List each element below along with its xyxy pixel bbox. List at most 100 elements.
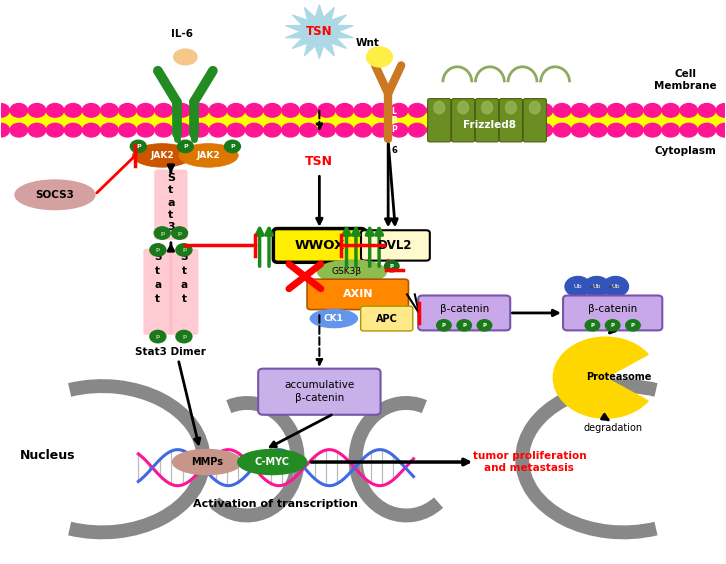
Circle shape (477, 320, 492, 331)
Ellipse shape (238, 450, 306, 474)
Circle shape (209, 124, 227, 137)
Text: S: S (167, 173, 175, 183)
Circle shape (385, 261, 399, 272)
FancyBboxPatch shape (154, 169, 187, 240)
Text: t: t (182, 294, 187, 304)
Circle shape (227, 104, 245, 117)
Circle shape (318, 124, 335, 137)
Circle shape (173, 104, 190, 117)
Circle shape (176, 331, 192, 343)
Text: DVL2: DVL2 (378, 239, 412, 252)
FancyBboxPatch shape (476, 99, 499, 142)
Text: p: p (156, 248, 160, 253)
Text: C-MYC: C-MYC (255, 457, 290, 467)
Text: P: P (442, 323, 446, 328)
Circle shape (391, 124, 408, 137)
FancyBboxPatch shape (418, 296, 510, 331)
Circle shape (605, 320, 620, 331)
Circle shape (716, 124, 726, 137)
Text: t: t (155, 266, 160, 276)
Text: t: t (168, 186, 174, 195)
Circle shape (644, 124, 661, 137)
Circle shape (245, 124, 263, 137)
FancyBboxPatch shape (361, 306, 413, 331)
FancyBboxPatch shape (523, 99, 547, 142)
Text: β-catenin: β-catenin (439, 304, 489, 314)
Bar (1, 113, 725, 127)
Circle shape (590, 104, 607, 117)
Circle shape (46, 104, 64, 117)
Ellipse shape (457, 102, 468, 114)
Circle shape (444, 124, 462, 137)
Circle shape (10, 104, 28, 117)
Text: degradation: degradation (583, 423, 643, 433)
Circle shape (150, 244, 166, 256)
Text: P: P (390, 264, 393, 269)
Text: P: P (611, 323, 615, 328)
Text: TSN: TSN (306, 155, 333, 168)
Circle shape (150, 331, 166, 343)
Circle shape (535, 104, 552, 117)
Circle shape (136, 124, 155, 137)
Circle shape (437, 320, 451, 331)
Text: a: a (167, 197, 175, 208)
Text: p: p (156, 334, 160, 339)
Circle shape (131, 140, 146, 153)
Circle shape (209, 104, 227, 117)
Circle shape (0, 124, 9, 137)
Circle shape (644, 104, 661, 117)
Text: P: P (631, 323, 635, 328)
Ellipse shape (317, 260, 386, 284)
Text: S: S (180, 252, 188, 262)
FancyBboxPatch shape (143, 249, 172, 335)
Circle shape (426, 104, 444, 117)
Circle shape (662, 124, 680, 137)
FancyBboxPatch shape (361, 230, 430, 261)
Circle shape (28, 104, 46, 117)
Text: P: P (136, 144, 141, 149)
Circle shape (264, 104, 281, 117)
Circle shape (336, 124, 354, 137)
Ellipse shape (179, 144, 238, 168)
Ellipse shape (174, 49, 197, 65)
Circle shape (282, 124, 299, 137)
Circle shape (300, 124, 317, 137)
Circle shape (571, 104, 589, 117)
Ellipse shape (529, 102, 540, 114)
Circle shape (118, 124, 136, 137)
Circle shape (626, 124, 643, 137)
Circle shape (698, 124, 716, 137)
Text: Wnt: Wnt (356, 38, 380, 48)
Circle shape (680, 104, 698, 117)
Text: JAK2: JAK2 (197, 151, 221, 160)
Text: AXIN: AXIN (343, 289, 373, 299)
Circle shape (517, 124, 534, 137)
Circle shape (227, 124, 245, 137)
FancyBboxPatch shape (452, 99, 475, 142)
Circle shape (716, 104, 726, 117)
Circle shape (535, 124, 552, 137)
Circle shape (28, 124, 46, 137)
Text: JAK2: JAK2 (150, 151, 174, 160)
Text: t: t (182, 266, 187, 276)
Text: a: a (180, 280, 187, 290)
Circle shape (680, 124, 698, 137)
Circle shape (0, 104, 9, 117)
Circle shape (173, 124, 190, 137)
Circle shape (372, 104, 390, 117)
Circle shape (191, 104, 208, 117)
Circle shape (171, 227, 187, 239)
Text: P: P (183, 144, 188, 149)
Circle shape (65, 124, 82, 137)
Circle shape (499, 104, 516, 117)
Circle shape (83, 104, 100, 117)
Text: P: P (483, 323, 486, 328)
Text: CK1: CK1 (324, 314, 344, 323)
Circle shape (282, 104, 299, 117)
Circle shape (481, 124, 498, 137)
Circle shape (224, 140, 240, 153)
Text: Stat3 Dimer: Stat3 Dimer (136, 347, 206, 357)
Text: Ub: Ub (592, 284, 601, 289)
Circle shape (354, 104, 372, 117)
Circle shape (155, 124, 172, 137)
